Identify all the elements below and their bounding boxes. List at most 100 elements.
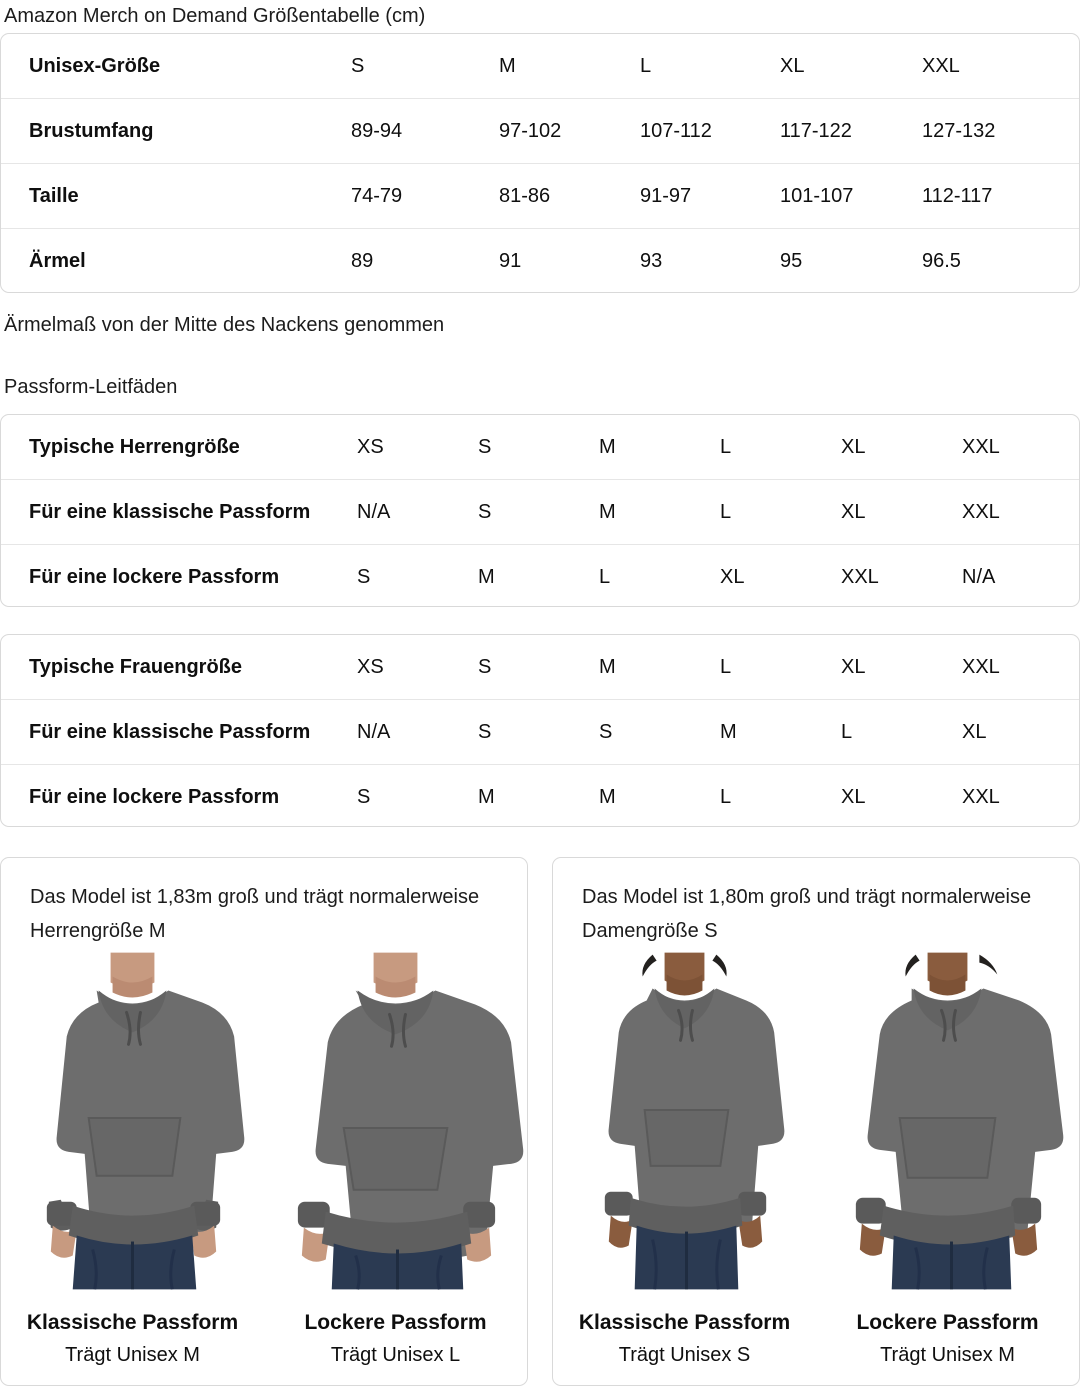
- table-cell: 93: [640, 228, 780, 292]
- sleeve-measurement-note: Ärmelmaß von der Mitte des Nackens genom…: [4, 314, 445, 336]
- table-cell: 95: [780, 228, 922, 292]
- model-figure-classic: [1, 950, 264, 1290]
- womens-fit-guide-table: Typische Frauengröße XS S M L XL XXL Für…: [0, 634, 1080, 827]
- mens-fit-guide-table: Typische Herrengröße XS S M L XL XXL Für…: [0, 414, 1080, 607]
- table-cell: 91-97: [640, 163, 780, 229]
- model-captions: Klassische Passform Trägt Unisex S Locke…: [553, 1307, 1079, 1371]
- caption-classic: Klassische Passform Trägt Unisex S: [553, 1307, 816, 1371]
- table-cell: XXL: [922, 54, 960, 77]
- table-cell: 117-122: [780, 98, 922, 164]
- fit-subtitle: Trägt Unisex L: [330, 1344, 461, 1366]
- table-cell: XXL: [962, 435, 1000, 458]
- model-captions: Klassische Passform Trägt Unisex M Locke…: [1, 1307, 527, 1371]
- table-cell: 74-79: [351, 163, 499, 229]
- table-row: Typische Frauengröße XS S M L XL XXL: [1, 635, 1079, 700]
- table-cell: 97-102: [499, 98, 640, 164]
- table-cell: 127-132: [922, 98, 1079, 164]
- model-figure-relaxed: [816, 950, 1079, 1290]
- table-cell: M: [499, 54, 516, 77]
- table-row: Brustumfang 89-94 97-102 107-112 117-122…: [1, 98, 1079, 164]
- female-model-relaxed-fit-photo: [855, 952, 1064, 1290]
- fit-title: Klassische Passform: [578, 1311, 791, 1335]
- fit-guides-heading: Passform-Leitfäden: [4, 376, 178, 398]
- table-cell: N/A: [962, 544, 1079, 606]
- table-cell: S: [351, 54, 365, 77]
- table-cell: L: [720, 435, 732, 458]
- table-cell: 91: [499, 228, 640, 292]
- fit-title: Klassische Passform: [26, 1311, 239, 1335]
- table-cell: 107-112: [640, 98, 780, 164]
- table-cell: L: [599, 544, 720, 606]
- table-row: Für eine klassische Passform N/A S M L X…: [1, 479, 1079, 545]
- table-cell: L: [720, 479, 841, 545]
- model-description: Das Model ist 1,80m groß und trägt norma…: [582, 886, 1032, 942]
- fit-title: Lockere Passform: [856, 1311, 1039, 1335]
- table-cell: M: [599, 655, 616, 678]
- table-cell: 101-107: [780, 163, 922, 229]
- model-description: Das Model ist 1,83m groß und trägt norma…: [30, 886, 480, 942]
- table-cell: XL: [962, 699, 1079, 765]
- table-cell: L: [720, 764, 841, 826]
- row-label: Typische Frauengröße: [29, 655, 243, 678]
- table-row: Für eine lockere Passform S M M L XL XXL: [1, 764, 1079, 826]
- table-cell: XXL: [962, 479, 1079, 545]
- fit-subtitle: Trägt Unisex M: [65, 1344, 200, 1366]
- table-cell: N/A: [357, 699, 478, 765]
- model-figures: [1, 950, 527, 1290]
- table-row: Für eine lockere Passform S M L XL XXL N…: [1, 544, 1079, 606]
- table-cell: XL: [841, 764, 962, 826]
- table-cell: M: [599, 435, 616, 458]
- table-cell: S: [478, 655, 492, 678]
- table-cell: XL: [841, 435, 866, 458]
- table-cell: XS: [357, 655, 384, 678]
- table-cell: M: [478, 764, 599, 826]
- mens-model-card: Das Model ist 1,83m groß und trägt norma…: [0, 857, 528, 1386]
- table-cell: XL: [780, 54, 805, 77]
- caption-classic: Klassische Passform Trägt Unisex M: [1, 1307, 264, 1371]
- table-cell: 96.5: [922, 228, 1079, 292]
- table-row: Typische Herrengröße XS S M L XL XXL: [1, 415, 1079, 480]
- table-cell: S: [357, 544, 478, 606]
- row-label: Taille: [1, 163, 351, 229]
- unisex-size-table: Unisex-Größe S M L XL XXL Brustumfang 89…: [0, 33, 1080, 293]
- table-row: Taille 74-79 81-86 91-97 101-107 112-117: [1, 163, 1079, 229]
- male-model-relaxed-fit-photo: [297, 952, 524, 1290]
- row-label: Brustumfang: [1, 98, 351, 164]
- row-label: Für eine klassische Passform: [1, 699, 357, 765]
- row-label: Für eine lockere Passform: [1, 544, 357, 606]
- table-cell: S: [478, 435, 492, 458]
- caption-relaxed: Lockere Passform Trägt Unisex L: [264, 1307, 527, 1371]
- table-cell: XS: [357, 435, 384, 458]
- model-figure-classic: [553, 950, 816, 1290]
- row-label: Für eine klassische Passform: [1, 479, 357, 545]
- model-figures: [553, 950, 1079, 1290]
- table-cell: XXL: [841, 544, 962, 606]
- fit-subtitle: Trägt Unisex M: [880, 1344, 1015, 1366]
- fit-subtitle: Trägt Unisex S: [618, 1344, 751, 1366]
- table-cell: 89-94: [351, 98, 499, 164]
- female-model-classic-fit-photo: [604, 952, 785, 1290]
- table-cell: M: [599, 479, 720, 545]
- table-cell: L: [640, 54, 652, 77]
- table-cell: M: [478, 544, 599, 606]
- row-label: Für eine lockere Passform: [1, 764, 357, 826]
- table-cell: S: [599, 699, 720, 765]
- table-cell: XL: [841, 655, 866, 678]
- table-cell: N/A: [357, 479, 478, 545]
- table-cell: XXL: [962, 655, 1000, 678]
- table-row: Für eine klassische Passform N/A S S M L…: [1, 699, 1079, 765]
- row-label: Ärmel: [1, 228, 351, 292]
- table-cell: M: [720, 699, 841, 765]
- male-model-classic-fit-photo: [46, 952, 245, 1290]
- table-cell: L: [841, 699, 962, 765]
- table-cell: L: [720, 655, 732, 678]
- table-cell: XXL: [962, 764, 1079, 826]
- table-cell: XL: [841, 479, 962, 545]
- womens-model-card: Das Model ist 1,80m groß und trägt norma…: [552, 857, 1080, 1386]
- table-cell: S: [478, 699, 599, 765]
- caption-relaxed: Lockere Passform Trägt Unisex M: [816, 1307, 1079, 1371]
- model-figure-relaxed: [264, 950, 527, 1290]
- table-cell: S: [478, 479, 599, 545]
- table-cell: 112-117: [922, 163, 1079, 229]
